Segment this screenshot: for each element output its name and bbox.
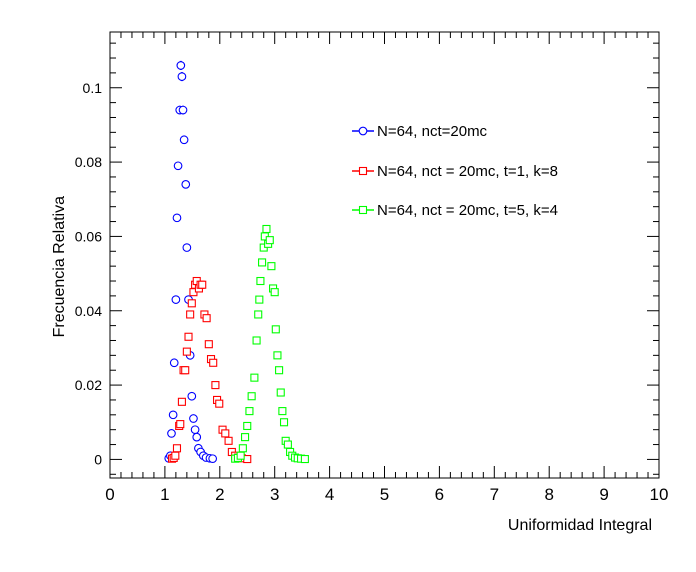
data-markers xyxy=(164,60,309,464)
x-tick-label: 6 xyxy=(435,485,444,504)
data-point xyxy=(171,295,181,304)
data-point xyxy=(176,420,185,429)
data-point xyxy=(181,180,191,189)
legend: N=64, nct=20mc N=64, nct = 20mc, t=1, k=8… xyxy=(352,123,558,219)
legend-label: N=64, nct=20mc xyxy=(377,123,488,140)
data-point xyxy=(278,407,287,416)
x-tick-label: 4 xyxy=(325,485,334,504)
x-tick-label: 2 xyxy=(215,485,224,504)
x-tick-label: 7 xyxy=(490,485,499,504)
data-point xyxy=(250,373,259,382)
data-point xyxy=(215,399,224,408)
legend-marker xyxy=(358,166,368,176)
data-point xyxy=(209,358,218,367)
series-1 xyxy=(164,60,218,464)
data-point xyxy=(177,397,186,406)
data-point xyxy=(256,276,265,286)
data-point xyxy=(172,213,182,223)
series-3 xyxy=(231,224,309,464)
y-tick-label: 0.08 xyxy=(75,154,102,170)
data-point xyxy=(276,388,285,397)
data-point xyxy=(243,454,252,464)
data-point xyxy=(179,135,189,145)
data-point xyxy=(258,258,267,267)
data-point xyxy=(171,451,180,460)
data-point xyxy=(267,262,276,271)
data-point xyxy=(255,295,264,304)
data-point xyxy=(273,351,282,360)
y-tick-label: 0.06 xyxy=(75,228,102,244)
data-point xyxy=(265,236,274,245)
y-axis-title: Frecuencia Relativa xyxy=(51,196,68,338)
data-point xyxy=(182,243,192,252)
data-point xyxy=(279,418,289,427)
data-point xyxy=(177,72,187,81)
x-tick-label: 5 xyxy=(380,485,389,504)
data-point xyxy=(247,392,256,401)
data-point xyxy=(173,161,183,171)
x-tick-label: 8 xyxy=(544,485,553,504)
y-tick-label: 0.1 xyxy=(83,80,103,96)
data-point xyxy=(224,436,233,445)
legend-entry: N=64, nct = 20mc, t=5, k=4 xyxy=(352,202,558,219)
data-point xyxy=(186,310,195,319)
data-point xyxy=(211,381,220,390)
y-tick-label: 0 xyxy=(94,451,102,467)
data-point xyxy=(202,314,211,323)
data-point xyxy=(187,299,196,308)
x-axis-title: Uniformidad Integral xyxy=(508,517,652,534)
x-tick-label: 0 xyxy=(105,485,114,504)
data-point xyxy=(275,366,284,375)
data-point xyxy=(208,454,218,464)
data-point xyxy=(184,332,193,341)
data-point xyxy=(300,454,309,464)
data-point xyxy=(236,451,245,460)
data-point xyxy=(221,429,230,438)
data-point xyxy=(241,433,250,442)
data-point xyxy=(245,407,254,416)
legend-entry: N=64, nct = 20mc, t=1, k=8 xyxy=(352,163,558,180)
data-point xyxy=(238,444,247,453)
data-point xyxy=(168,410,178,420)
legend-entry: N=64, nct=20mc xyxy=(352,123,488,140)
series-2 xyxy=(167,276,252,464)
data-point xyxy=(270,288,279,297)
data-point xyxy=(169,358,179,368)
data-point xyxy=(204,340,213,349)
data-point xyxy=(189,414,198,423)
data-point xyxy=(176,61,186,70)
data-point xyxy=(243,421,252,431)
data-point xyxy=(181,366,190,375)
legend-label: N=64, nct = 20mc, t=1, k=8 xyxy=(377,163,558,180)
x-tick-label: 3 xyxy=(270,485,279,504)
plot-frame xyxy=(109,31,660,479)
x-tick-label: 10 xyxy=(650,485,669,504)
x-tick-label: 9 xyxy=(599,485,608,504)
data-point xyxy=(167,429,176,438)
x-tick-label: 1 xyxy=(160,485,169,504)
data-point xyxy=(283,440,292,449)
y-tick-label: 0.02 xyxy=(75,377,102,393)
y-tick-label: 0.04 xyxy=(75,303,102,319)
data-point xyxy=(190,425,200,435)
legend-label: N=64, nct = 20mc, t=5, k=4 xyxy=(377,202,558,219)
data-point xyxy=(198,280,207,289)
data-point xyxy=(271,325,280,334)
data-point xyxy=(178,105,188,115)
data-point xyxy=(182,347,191,356)
legend-marker xyxy=(358,126,368,136)
legend-marker xyxy=(358,205,368,215)
data-point xyxy=(254,310,263,319)
data-point xyxy=(187,391,197,401)
data-point xyxy=(262,224,271,234)
data-point xyxy=(252,336,261,345)
axes: 0 1 2 3 4 5 6 7 8 9 10 0 0.02 0.04 0.06 0.08 0.1 xyxy=(75,31,669,504)
data-point xyxy=(192,432,202,442)
data-point xyxy=(172,444,182,453)
